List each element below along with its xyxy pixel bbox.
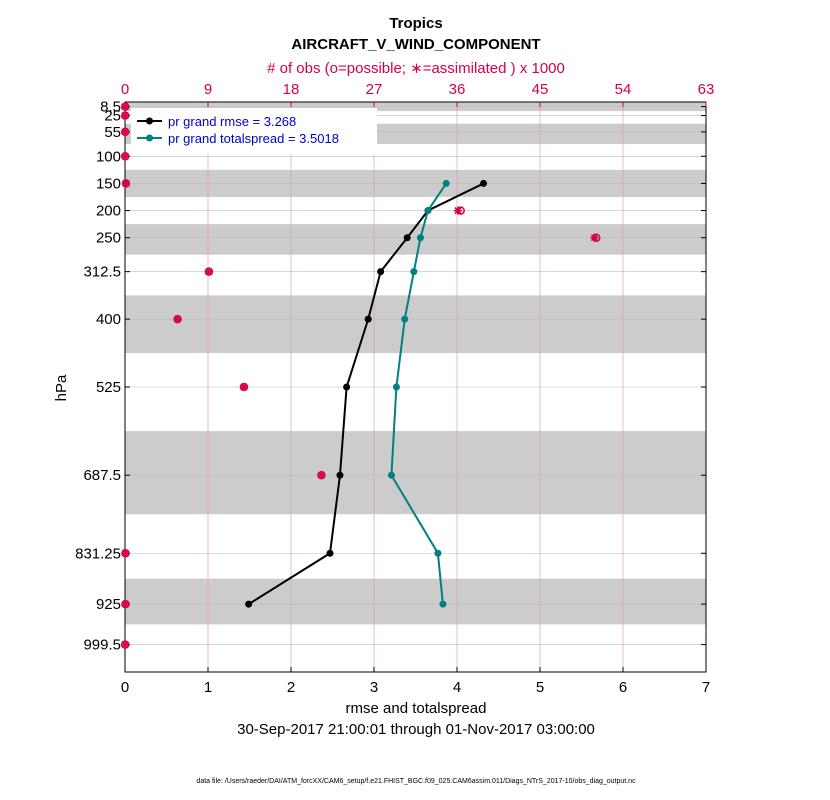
top-x-tick-label: 63 [698, 81, 715, 98]
obs-assimilated-stroke [121, 112, 129, 120]
obs-assimilated-marker [121, 111, 130, 120]
series-point-0 [245, 600, 253, 608]
y-tick-label: 312.5 [83, 264, 121, 281]
x-tick-label: 2 [287, 679, 295, 696]
level-band [125, 295, 706, 354]
chart-subtitle: AIRCRAFT_V_WIND_COMPONENT [291, 36, 540, 53]
y-tick-label: 25 [104, 108, 121, 125]
x-tick-label: 0 [121, 679, 129, 696]
level-band [125, 224, 706, 255]
x-tick-label: 5 [536, 679, 544, 696]
series-point-0 [403, 234, 411, 242]
obs-assimilated-marker [239, 383, 248, 391]
x-tick-label: 1 [204, 679, 212, 696]
y-tick-label: 525 [96, 379, 121, 396]
series-point-1 [401, 315, 409, 323]
y-tick-label: 150 [96, 175, 121, 192]
obs-assimilated-marker [317, 471, 326, 480]
series-point-0 [343, 383, 351, 391]
legend: pr grand rmse = 3.268 pr grand totalsprea… [131, 108, 377, 154]
legend-swatch-marker [146, 134, 153, 142]
chart-title: Tropics [389, 15, 442, 32]
series-point-1 [416, 234, 424, 242]
top-x-tick-label: 18 [283, 81, 300, 98]
x-axis-label: rmse and totalspread [346, 700, 487, 717]
level-band [125, 578, 706, 625]
obs-assimilated-stroke [454, 207, 462, 215]
obs-assimilated-marker [590, 233, 599, 242]
obs-assimilated-stroke [317, 471, 325, 479]
y-tick-label: 687.5 [83, 467, 121, 484]
y-axis-label: hPa [53, 374, 70, 401]
obs-assimilated-marker [204, 267, 213, 276]
series-point-0 [364, 315, 372, 323]
obs-assimilated-stroke [205, 268, 213, 276]
obs-assimilated-marker [173, 315, 182, 324]
obs-assimilated-stroke [121, 152, 129, 160]
x-tick-label: 6 [619, 679, 627, 696]
top-x-tick-label: 27 [366, 81, 383, 98]
top-x-tick-label: 0 [121, 81, 129, 98]
y-tick-label: 100 [96, 148, 121, 165]
y-tick-label: 55 [104, 124, 121, 141]
y-tick-label: 200 [96, 203, 121, 220]
obs-assimilated-marker [121, 152, 130, 161]
obs-assimilated-stroke [121, 600, 130, 608]
obs-assimilated-stroke [121, 641, 129, 649]
top-x-tick-label: 9 [204, 81, 212, 98]
obs-assimilated-marker [121, 179, 130, 188]
x-tick-label: 7 [702, 679, 710, 696]
top-x-tick-label: 45 [532, 81, 549, 98]
obs-assimilated-marker [121, 127, 130, 136]
series-point-0 [480, 179, 488, 187]
x-tick-label: 4 [453, 679, 461, 696]
series-point-1 [387, 471, 395, 479]
obs-assimilated-stroke [590, 234, 598, 242]
x-tick-label: 3 [370, 679, 378, 696]
obs-assimilated-marker [453, 206, 462, 215]
legend-swatch-marker [146, 117, 153, 125]
top-x-tick-label: 36 [449, 81, 466, 98]
y-tick-label: 925 [96, 596, 121, 613]
series-point-1 [392, 383, 400, 391]
legend-entry-0: pr grand rmse = 3.268 [168, 114, 296, 129]
series-point-0 [326, 549, 334, 557]
obs-assimilated-stroke [121, 128, 129, 136]
y-tick-label: 831.25 [75, 545, 121, 562]
series-point-1 [434, 549, 442, 557]
top-axis-label: # of obs (o=possible; ∗=assimilated ) x … [267, 60, 565, 77]
y-tick-label: 400 [96, 311, 121, 328]
series-point-0 [336, 471, 344, 479]
obs-assimilated-marker [121, 600, 130, 609]
date-range: 30-Sep-2017 21:00:01 through 01-Nov-2017… [237, 721, 595, 738]
series-point-1 [442, 179, 450, 187]
obs-assimilated-stroke [121, 103, 129, 111]
y-tick-label: 8.5 [100, 99, 121, 116]
legend-entry-1: pr grand totalspread = 3.5018 [168, 131, 339, 146]
top-x-tick-label: 54 [615, 81, 632, 98]
series-point-1 [439, 600, 447, 608]
series-point-1 [424, 207, 432, 215]
legend-box [131, 108, 377, 154]
obs-assimilated-stroke [240, 383, 248, 391]
series-point-0 [377, 268, 385, 276]
obs-assimilated-marker [121, 102, 130, 111]
obs-assimilated-stroke [174, 315, 182, 323]
series-point-1 [410, 268, 418, 276]
level-band [125, 431, 706, 515]
footer-data-file: data file: /Users/raeder/DAI/ATM_forcXX/… [196, 778, 636, 785]
obs-assimilated-stroke [121, 549, 130, 557]
y-tick-label: 999.5 [83, 637, 121, 654]
obs-assimilated-marker [121, 640, 130, 649]
obs-assimilated-stroke [122, 179, 130, 187]
y-tick-label: 250 [96, 230, 121, 247]
obs-assimilated-marker [121, 549, 130, 558]
